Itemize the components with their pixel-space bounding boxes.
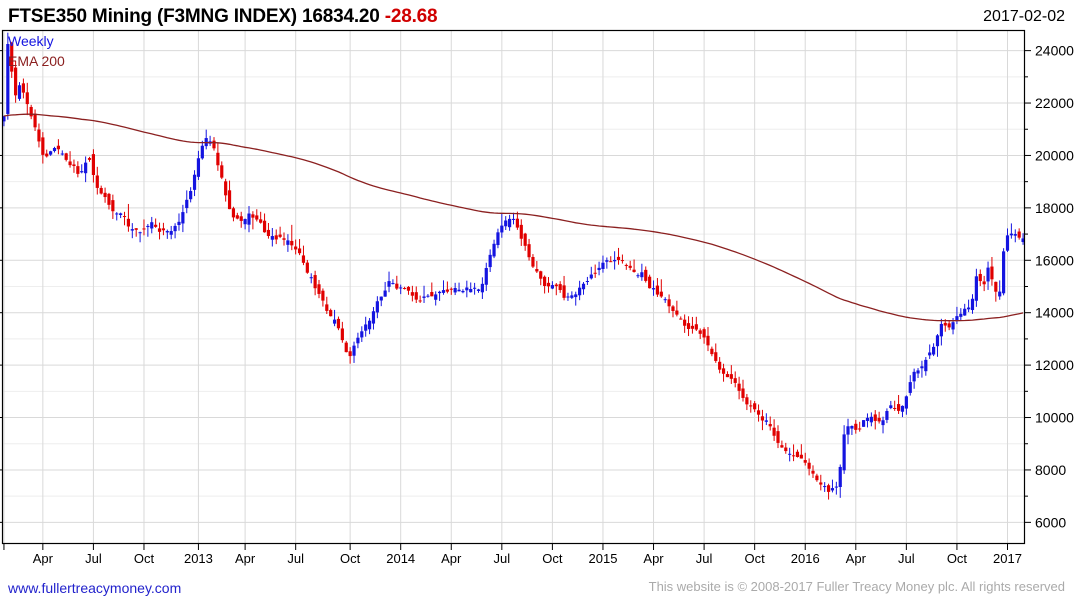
svg-text:24000: 24000 [1035,43,1074,59]
svg-text:Apr: Apr [846,551,867,566]
svg-text:Jul: Jul [287,551,304,566]
svg-text:Oct: Oct [340,551,361,566]
svg-text:8000: 8000 [1035,462,1066,478]
svg-text:Jul: Jul [898,551,915,566]
svg-text:2014: 2014 [386,551,415,566]
svg-text:12000: 12000 [1035,357,1074,373]
svg-text:EMA 200: EMA 200 [8,53,65,69]
svg-text:20000: 20000 [1035,147,1074,163]
svg-text:Jul: Jul [494,551,511,566]
svg-text:16000: 16000 [1035,252,1074,268]
svg-text:10000: 10000 [1035,410,1074,426]
svg-text:Apr: Apr [643,551,664,566]
svg-text:2015: 2015 [589,551,618,566]
svg-text:Oct: Oct [947,551,968,566]
svg-text:Weekly: Weekly [8,33,54,49]
svg-text:Oct: Oct [745,551,766,566]
svg-text:Apr: Apr [235,551,256,566]
svg-text:2016: 2016 [791,551,820,566]
svg-text:Oct: Oct [134,551,155,566]
svg-text:Jul: Jul [696,551,713,566]
svg-text:Apr: Apr [33,551,54,566]
svg-text:Apr: Apr [441,551,462,566]
svg-text:2013: 2013 [184,551,213,566]
svg-text:Oct: Oct [542,551,563,566]
svg-text:Jul: Jul [85,551,102,566]
svg-text:22000: 22000 [1035,95,1074,111]
svg-text:14000: 14000 [1035,305,1074,321]
svg-text:2017: 2017 [993,551,1022,566]
svg-text:18000: 18000 [1035,200,1074,216]
svg-text:6000: 6000 [1035,514,1066,530]
